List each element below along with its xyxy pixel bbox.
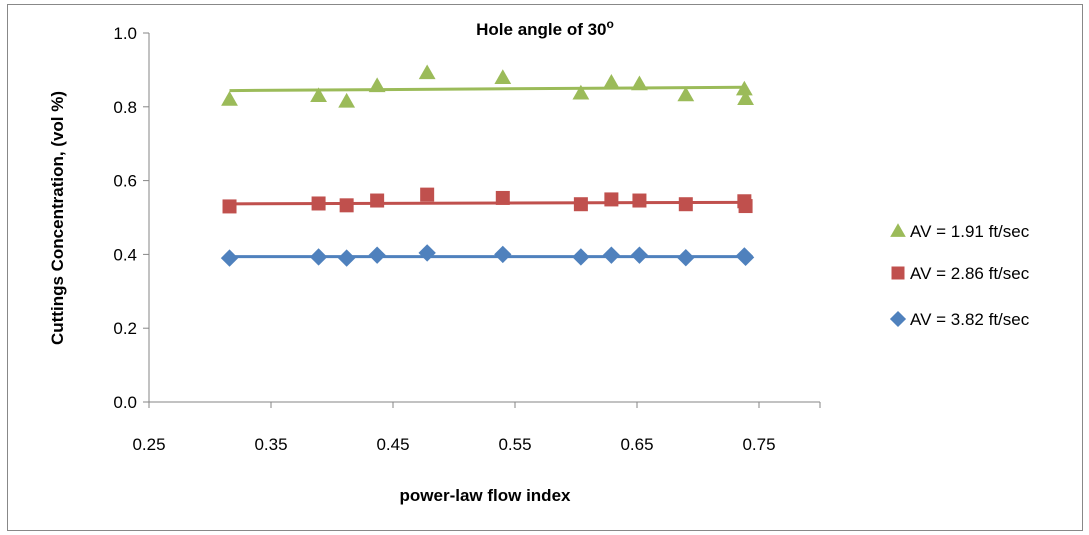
data-point bbox=[418, 244, 436, 262]
data-point bbox=[220, 249, 239, 267]
data-point bbox=[418, 64, 436, 80]
data-point bbox=[572, 248, 590, 266]
data-point bbox=[338, 92, 356, 108]
data-point bbox=[370, 193, 385, 208]
y-tick-label: 0.4 bbox=[113, 245, 137, 264]
legend-label: AV = 3.82 ft/sec bbox=[910, 310, 1030, 329]
data-point bbox=[737, 90, 754, 105]
data-point bbox=[736, 248, 755, 267]
data-point bbox=[222, 199, 237, 214]
data-point bbox=[602, 74, 620, 89]
data-point bbox=[494, 245, 512, 264]
y-tick-label: 1.0 bbox=[113, 24, 137, 43]
x-tick-label: 0.55 bbox=[498, 435, 531, 454]
data-point bbox=[494, 69, 512, 84]
y-tick-label: 0.8 bbox=[113, 98, 137, 117]
y-tick-label: 0.2 bbox=[113, 319, 137, 338]
chart-title: Hole angle of 30o bbox=[476, 17, 614, 39]
data-point bbox=[311, 196, 326, 211]
chart-area: Hole angle of 30o Cuttings Concentration… bbox=[7, 4, 1083, 531]
data-point bbox=[632, 193, 647, 208]
chart-svg: Hole angle of 30o Cuttings Concentration… bbox=[48, 17, 1030, 505]
data-point bbox=[735, 80, 753, 96]
data-point bbox=[678, 197, 693, 212]
x-tick-label: 0.35 bbox=[254, 435, 287, 454]
chart-title-text: Hole angle of 30 bbox=[476, 20, 606, 39]
y-tick-label: 0.0 bbox=[113, 393, 137, 412]
data-point bbox=[337, 249, 356, 267]
data-point bbox=[573, 197, 588, 212]
legend-marker bbox=[890, 223, 906, 237]
data-point bbox=[309, 248, 328, 266]
chart-title-superscript: o bbox=[607, 17, 614, 31]
data-point bbox=[368, 246, 386, 264]
data-point bbox=[631, 75, 648, 91]
series-group bbox=[220, 244, 755, 267]
series-group bbox=[222, 187, 753, 214]
data-point bbox=[495, 190, 510, 205]
data-point bbox=[420, 187, 435, 202]
plot-marks bbox=[220, 64, 755, 267]
data-point bbox=[602, 246, 621, 264]
x-tick-label: 0.65 bbox=[620, 435, 653, 454]
series-group bbox=[221, 64, 754, 108]
data-point bbox=[738, 199, 753, 214]
data-point bbox=[630, 246, 649, 264]
data-point bbox=[221, 91, 238, 106]
legend: AV = 1.91 ft/sec AV = 2.86 ft/sec AV = 3.8… bbox=[889, 222, 1030, 329]
data-point bbox=[604, 192, 619, 207]
x-tick-label: 0.25 bbox=[132, 435, 165, 454]
y-axis-title: Cuttings Concentration, (vol %) bbox=[48, 91, 67, 345]
legend-marker bbox=[891, 266, 905, 280]
data-point bbox=[310, 87, 327, 103]
x-axis-title: power-law flow index bbox=[400, 486, 572, 505]
legend-label: AV = 2.86 ft/sec bbox=[910, 264, 1030, 283]
trend-line bbox=[229, 85, 746, 93]
data-point bbox=[572, 84, 590, 100]
data-point bbox=[339, 198, 354, 213]
trend-line bbox=[229, 200, 746, 206]
data-point bbox=[677, 86, 695, 102]
data-point bbox=[677, 249, 695, 267]
legend-marker bbox=[889, 310, 907, 328]
legend-label: AV = 1.91 ft/sec bbox=[910, 222, 1030, 241]
axes: 0.0 0.2 0.4 0.6 0.8 1.0 0.25 0.35 0.45 0.55 0.65 0.… bbox=[113, 24, 821, 454]
data-point bbox=[368, 77, 386, 93]
y-tick-label: 0.6 bbox=[113, 172, 137, 191]
x-tick-label: 0.45 bbox=[376, 435, 409, 454]
x-tick-label: 0.75 bbox=[742, 435, 775, 454]
